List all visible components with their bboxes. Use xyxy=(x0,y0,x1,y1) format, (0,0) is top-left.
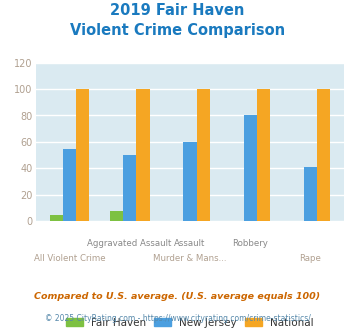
Bar xyxy=(304,167,317,221)
Text: 2019 Fair Haven: 2019 Fair Haven xyxy=(110,3,245,18)
Bar xyxy=(110,211,123,221)
Bar xyxy=(50,214,63,221)
Bar xyxy=(136,89,149,221)
Text: © 2025 CityRating.com - https://www.cityrating.com/crime-statistics/: © 2025 CityRating.com - https://www.city… xyxy=(45,314,310,323)
Bar xyxy=(257,89,270,221)
Text: Assault: Assault xyxy=(174,239,206,248)
Text: Rape: Rape xyxy=(300,254,321,263)
Text: Murder & Mans...: Murder & Mans... xyxy=(153,254,227,263)
Bar xyxy=(317,89,330,221)
Legend: Fair Haven, New Jersey, National: Fair Haven, New Jersey, National xyxy=(62,314,318,330)
Bar xyxy=(123,155,136,221)
Bar xyxy=(63,148,76,221)
Text: Compared to U.S. average. (U.S. average equals 100): Compared to U.S. average. (U.S. average … xyxy=(34,292,321,301)
Bar xyxy=(183,142,197,221)
Bar xyxy=(244,115,257,221)
Text: Robbery: Robbery xyxy=(232,239,268,248)
Bar xyxy=(76,89,89,221)
Text: All Violent Crime: All Violent Crime xyxy=(34,254,105,263)
Text: Violent Crime Comparison: Violent Crime Comparison xyxy=(70,23,285,38)
Text: Aggravated Assault: Aggravated Assault xyxy=(87,239,172,248)
Bar xyxy=(197,89,210,221)
